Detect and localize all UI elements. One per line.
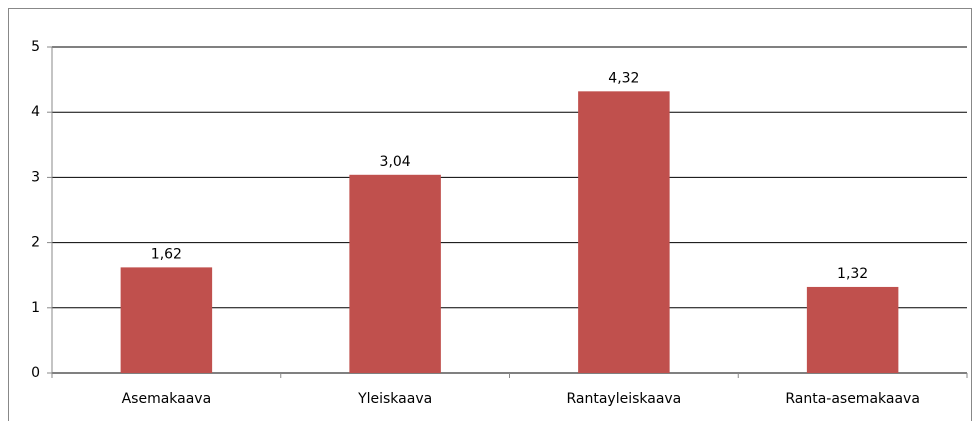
- bar: [806, 286, 899, 373]
- bar: [120, 267, 213, 373]
- value-label: 4,32: [608, 70, 639, 86]
- bar: [349, 174, 441, 373]
- x-tick-label: Asemakaava: [122, 391, 212, 407]
- value-label: 1,62: [151, 246, 182, 262]
- y-tick-label: 5: [31, 39, 40, 55]
- y-tick-label: 0: [31, 365, 40, 381]
- value-label: 1,32: [837, 266, 868, 282]
- value-label: 3,04: [380, 154, 411, 170]
- x-tick-label: Rantayleiskaava: [566, 391, 681, 407]
- x-tick-label: Ranta-asemakaava: [785, 391, 920, 407]
- y-tick-label: 1: [31, 300, 40, 316]
- x-tick-label: Yleiskaava: [357, 391, 432, 407]
- bar: [578, 91, 670, 373]
- y-tick-label: 3: [31, 169, 40, 185]
- y-tick-label: 2: [31, 235, 40, 251]
- y-tick-label: 4: [31, 104, 40, 120]
- chart-border: [8, 8, 972, 425]
